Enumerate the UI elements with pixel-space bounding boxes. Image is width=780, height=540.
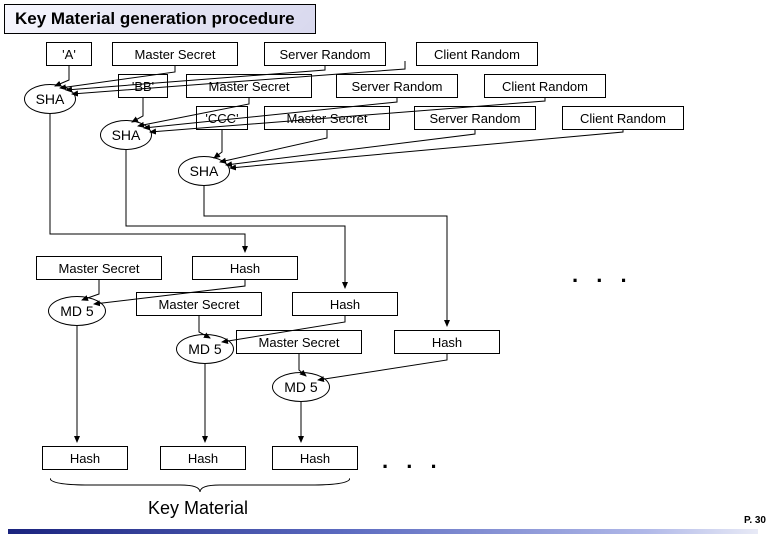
sha-c: SHA <box>178 156 230 186</box>
box-cr2: Client Random <box>484 74 606 98</box>
title-text: Key Material generation procedure <box>15 9 295 28</box>
md5-c: MD 5 <box>272 372 330 402</box>
out-h2: Hash <box>160 446 246 470</box>
title-box: Key Material generation procedure <box>4 4 316 34</box>
page-number: P. 30 <box>744 515 766 526</box>
mid-ms1: Master Secret <box>36 256 162 280</box>
sha-b: SHA <box>100 120 152 150</box>
out-h1: Hash <box>42 446 128 470</box>
md5-a: MD 5 <box>48 296 106 326</box>
box-ms3: Master Secret <box>264 106 390 130</box>
box-ms1: Master Secret <box>112 42 238 66</box>
box-sr1: Server Random <box>264 42 386 66</box>
key-material-label: Key Material <box>148 498 248 519</box>
mid-h3: Hash <box>394 330 500 354</box>
box-sr3: Server Random <box>414 106 536 130</box>
box-ms2: Master Secret <box>186 74 312 98</box>
sha-a: SHA <box>24 84 76 114</box>
box-cr1: Client Random <box>416 42 538 66</box>
mid-ms2: Master Secret <box>136 292 262 316</box>
mid-h1: Hash <box>192 256 298 280</box>
brace-icon <box>50 478 350 492</box>
footer-bar <box>8 529 758 534</box>
box-ccc: 'CCC' <box>196 106 248 130</box>
box-a: 'A' <box>46 42 92 66</box>
mid-h2: Hash <box>292 292 398 316</box>
mid-ms3: Master Secret <box>236 330 362 354</box>
box-sr2: Server Random <box>336 74 458 98</box>
out-h3: Hash <box>272 446 358 470</box>
box-bb: 'BB' <box>118 74 168 98</box>
dots-2: . . . <box>382 448 443 474</box>
box-cr3: Client Random <box>562 106 684 130</box>
md5-b: MD 5 <box>176 334 234 364</box>
dots-1: . . . <box>572 262 633 288</box>
